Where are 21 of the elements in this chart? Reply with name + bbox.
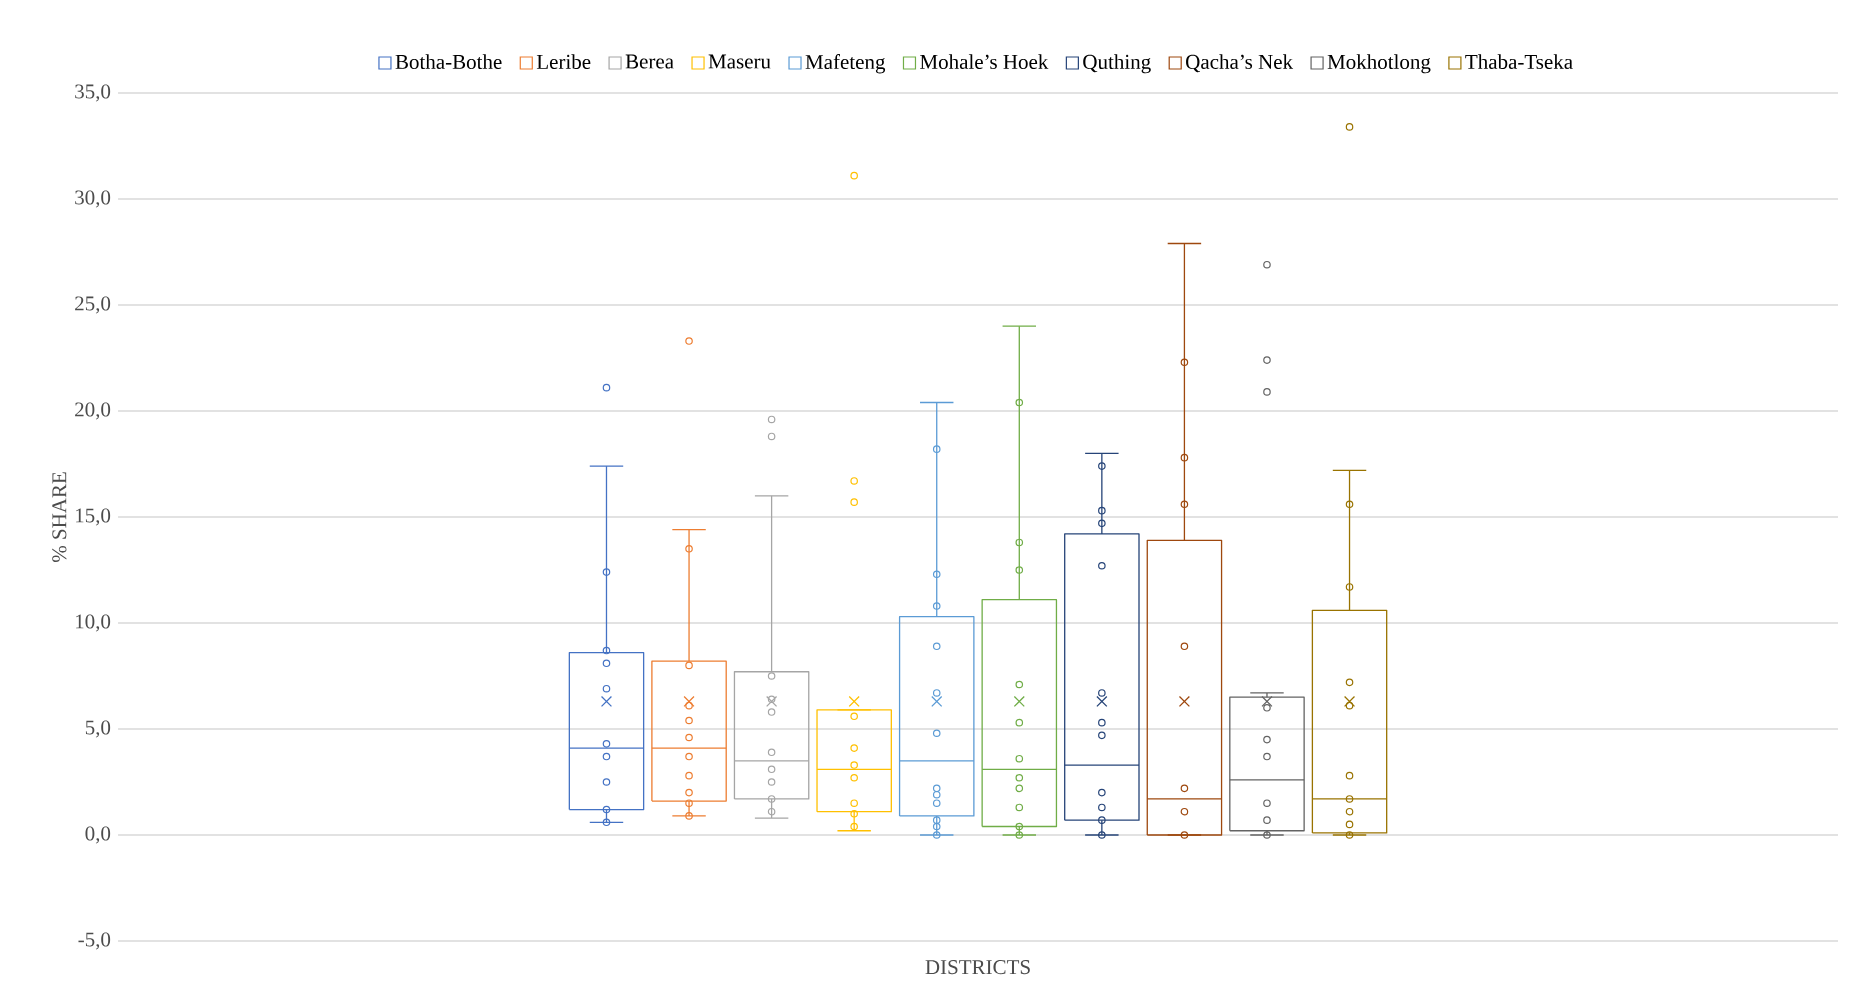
legend-label: Mohale’s Hoek (920, 54, 1049, 69)
y-tick-label: 10,0 (76, 614, 111, 632)
y-tick-label: 25,0 (75, 296, 111, 314)
y-axis-title: % SHARE (52, 472, 67, 563)
legend-label: Thaba-Tseka (1465, 54, 1573, 69)
y-tick-label: -5,0 (78, 932, 111, 950)
y-tick-label: 20,0 (75, 402, 111, 420)
legend-label: Qacha’s Nek (1186, 54, 1294, 73)
y-tick-label: 15,0 (76, 508, 111, 526)
legend-label: Leribe (536, 54, 591, 69)
legend-label: Maseru (708, 54, 771, 69)
x-axis-title: DISTRICTS (925, 960, 1030, 975)
legend-label: Mafeteng (805, 54, 886, 74)
y-tick-label: 30,0 (75, 190, 111, 208)
y-tick-label: 35,0 (75, 84, 111, 102)
legend-label: Quthing (1083, 54, 1151, 74)
y-tick-label: 0,0 (85, 826, 111, 844)
y-tick-label: 5,0 (85, 720, 111, 738)
legend-label: Berea (625, 54, 674, 69)
legend-label: Botha-Bothe (395, 54, 502, 69)
legend-label: Mokhotlong (1327, 54, 1431, 74)
